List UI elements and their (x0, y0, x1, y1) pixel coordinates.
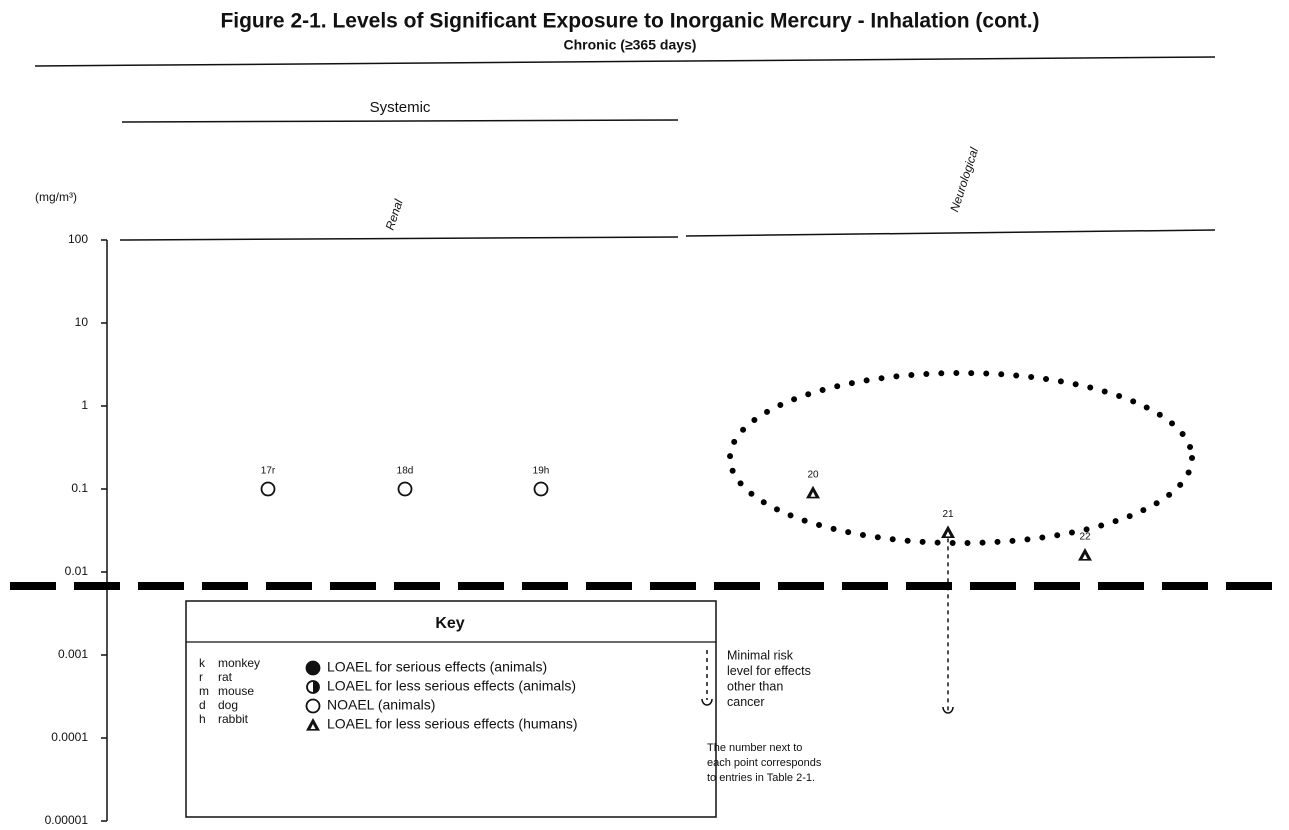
key-symbol-label: LOAEL for less serious effects (humans) (327, 716, 578, 732)
point-label: 22 (1079, 532, 1091, 543)
marker-circle (305, 698, 321, 714)
key-box (185, 600, 717, 818)
key-mrl-marker (701, 698, 713, 706)
dotted-annotation (727, 370, 1195, 546)
marker-circle (260, 481, 276, 497)
y-tick-label: 1 (81, 398, 88, 412)
group-rule (121, 119, 679, 123)
key-species-name: rabbit (218, 712, 249, 726)
point-label: 20 (807, 469, 819, 480)
point-label: 21 (942, 509, 954, 520)
key-symbol-label: LOAEL for serious effects (animals) (327, 659, 547, 675)
key-note: The number next to (707, 742, 802, 754)
key-title: Key (435, 615, 464, 632)
key-symbol-label: LOAEL for less serious effects (animals) (327, 678, 576, 694)
marker-triangle (941, 525, 955, 538)
y-tick-label: 0.0001 (51, 730, 88, 744)
y-tick-label: 0.001 (58, 647, 88, 661)
marker-triangle (306, 718, 320, 731)
key-mrl-text: other than (727, 679, 783, 693)
key-species-code: h (199, 712, 206, 726)
top-line (685, 229, 1216, 237)
y-tick-label: 0.00001 (45, 813, 89, 827)
y-tick-label: 0.01 (65, 564, 89, 578)
marker-half-circle (306, 680, 320, 694)
point-label: 19h (533, 466, 550, 477)
marker-circle (305, 660, 321, 676)
y-tick-label: 100 (68, 232, 88, 246)
y-tick-label: 10 (75, 315, 89, 329)
category-label: Neurological (947, 146, 981, 214)
key-species-name: dog (218, 698, 238, 712)
plot: 100 10 1 0.1 0.01 0.001 0.0001 0.00001 Renal 17r 1… (45, 146, 1092, 827)
key-species-name: monkey (218, 656, 260, 670)
key-note: each point corresponds (707, 757, 822, 769)
marker-circle (533, 481, 549, 497)
marker-circle (397, 481, 413, 497)
top-rule (34, 56, 1216, 67)
key-species-name: rat (218, 670, 233, 684)
marker-triangle (806, 485, 820, 499)
marker-fill (313, 681, 319, 693)
top-line (119, 236, 679, 241)
y-tick-label: 0.1 (71, 481, 88, 495)
key-species-name: mouse (218, 684, 254, 698)
key-species-code: r (199, 670, 203, 684)
group-label: Systemic (370, 99, 431, 116)
y-axis-label: (mg/m³) (35, 190, 77, 204)
key-mrl-text: Minimal risk (727, 648, 794, 662)
chart-subtitle: Chronic (≥365 days) (564, 37, 697, 53)
marker-triangle (1078, 548, 1092, 561)
category-label: Renal (383, 197, 406, 231)
key-species-code: d (199, 698, 206, 712)
key-symbol-label: NOAEL (animals) (327, 697, 435, 713)
key-mrl-text: level for effects (727, 664, 811, 678)
point-label: 17r (261, 466, 276, 477)
key-mrl-text: cancer (727, 695, 765, 709)
key-species-code: k (199, 656, 206, 670)
mrl-marker (942, 706, 954, 714)
point-label: 18d (397, 466, 414, 477)
chart-title: Figure 2-1. Levels of Significant Exposu… (220, 10, 1039, 33)
key-species-code: m (199, 684, 209, 698)
key-note: to entries in Table 2-1. (707, 772, 815, 784)
